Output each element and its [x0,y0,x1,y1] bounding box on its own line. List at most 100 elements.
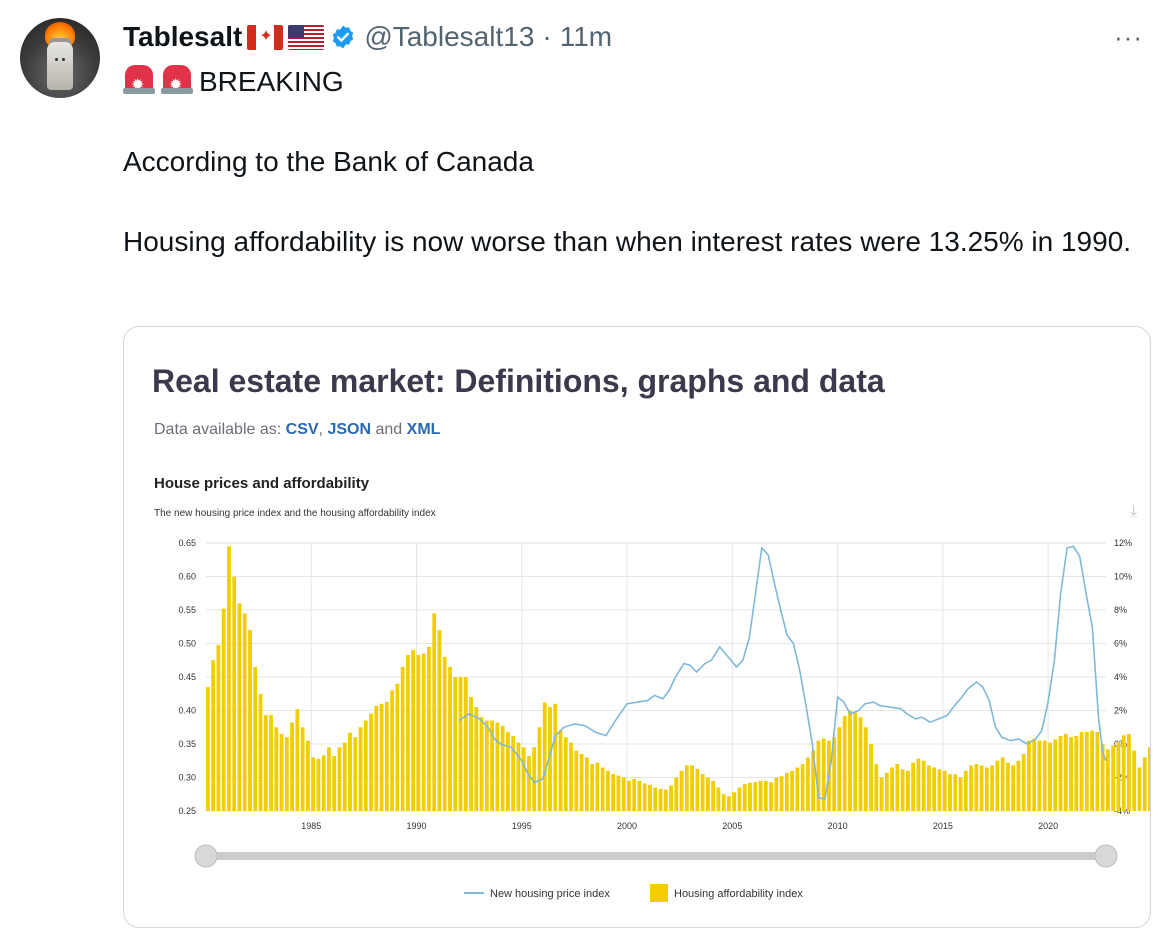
affordability-bar [1116,741,1121,811]
affordability-bar [684,765,689,811]
affordability-bar [674,777,679,811]
affordability-bar [432,613,437,811]
navigator-handle-left[interactable] [194,844,218,868]
affordability-bar [337,747,342,811]
card-title: Real estate market: Definitions, graphs … [152,363,885,399]
media-card[interactable]: Real estate market: Definitions, graphs … [123,326,1151,928]
affordability-bar [758,780,763,811]
affordability-bar [221,608,226,811]
affordability-bar [469,697,473,811]
affordability-bar [1037,740,1042,811]
affordability-bar [379,703,384,811]
affordability-bar [453,677,458,811]
affordability-bar [863,727,868,811]
affordability-bar [490,720,494,811]
affordability-bar [721,794,726,811]
affordability-bar [479,717,484,811]
author-name[interactable]: Tablesalt [123,21,243,52]
affordability-bar [290,722,294,811]
affordability-bar [437,630,442,811]
affordability-bar [1111,745,1116,811]
left-tick-label: 0.25 [178,806,196,816]
affordability-bar [553,703,558,811]
tweet-text: BREAKING According to the Bank of Canada… [123,62,1158,262]
json-link[interactable]: JSON [327,421,372,438]
affordability-bar [311,757,316,811]
affordability-bar [421,653,426,811]
x-tick-label: 1995 [512,821,532,831]
affordability-bar [516,742,521,811]
affordability-bar [390,690,394,811]
navigator-track [206,852,1106,860]
affordability-bar [500,725,505,811]
right-tick-label: 12% [1114,538,1132,548]
salt-shaker-icon [47,42,73,90]
price-index-line [458,545,1107,801]
affordability-bar [779,776,784,811]
affordability-bar [1011,765,1016,811]
affordability-bar [521,747,526,811]
affordability-bar [700,774,705,811]
affordability-bar [558,730,563,811]
download-icon[interactable]: ⤓ [1130,503,1138,520]
affordability-bar [842,715,847,811]
csv-link[interactable]: CSV [285,421,319,438]
affordability-bar [616,775,621,811]
affordability-bar [1079,731,1084,811]
x-tick-label: 2000 [617,821,637,831]
tweet-header: Tablesalt @Tablesalt13 · 11m [123,20,612,54]
affordability-bar [1100,744,1105,811]
affordability-bar [542,702,547,811]
affordability-bar [974,764,979,811]
affordability-bar [427,646,431,811]
affordability-bar [411,650,416,811]
affordability-bar [637,780,642,811]
affordability-bar [732,792,737,811]
legend-label-price-index: New housing price index [490,888,610,900]
affordability-bar [832,737,837,811]
affordability-bar [979,765,984,811]
affordability-bar [369,713,373,811]
affordability-bar [1058,735,1063,811]
affordability-bar [611,774,616,811]
affordability-bar [1142,757,1147,811]
author-handle[interactable]: @Tablesalt13 [364,21,535,52]
right-tick-label: 2% [1114,706,1127,716]
more-options-icon[interactable]: ··· [1114,22,1143,52]
affordability-bar [890,767,894,811]
affordability-bar [1027,740,1031,811]
affordability-bar [595,762,600,811]
affordability-bar [242,613,247,811]
affordability-bar [269,715,273,811]
affordability-bar [300,727,305,811]
xml-link[interactable]: XML [406,421,441,438]
affordability-bar [958,777,963,811]
affordability-bar [237,603,242,811]
right-tick-label: 8% [1114,605,1127,615]
affordability-bar [811,750,816,811]
author-avatar[interactable] [20,18,100,98]
affordability-bar [384,701,389,811]
and-label: and [375,421,403,438]
affordability-bar [263,715,268,811]
affordability-bar [763,780,768,811]
x-tick-label: 2015 [933,821,953,831]
affordability-bar [321,755,326,811]
verified-badge-icon[interactable] [330,24,356,50]
affordability-bar [506,731,510,811]
affordability-bar [1137,767,1142,811]
affordability-bar [790,770,794,811]
affordability-bar [1121,735,1126,811]
affordability-bar [532,747,537,811]
navigator-handle-right[interactable] [1094,844,1118,868]
tweet-time[interactable]: 11m [559,21,613,52]
affordability-bar [642,783,647,811]
left-tick-label: 0.60 [178,572,196,582]
affordability-bar [995,760,1000,811]
left-tick-label: 0.30 [178,773,196,783]
affordability-bar [279,733,284,811]
affordability-bar [590,764,594,811]
affordability-bar [937,769,942,811]
chart-title: House prices and affordability [154,475,370,492]
affordability-bar [248,630,252,811]
